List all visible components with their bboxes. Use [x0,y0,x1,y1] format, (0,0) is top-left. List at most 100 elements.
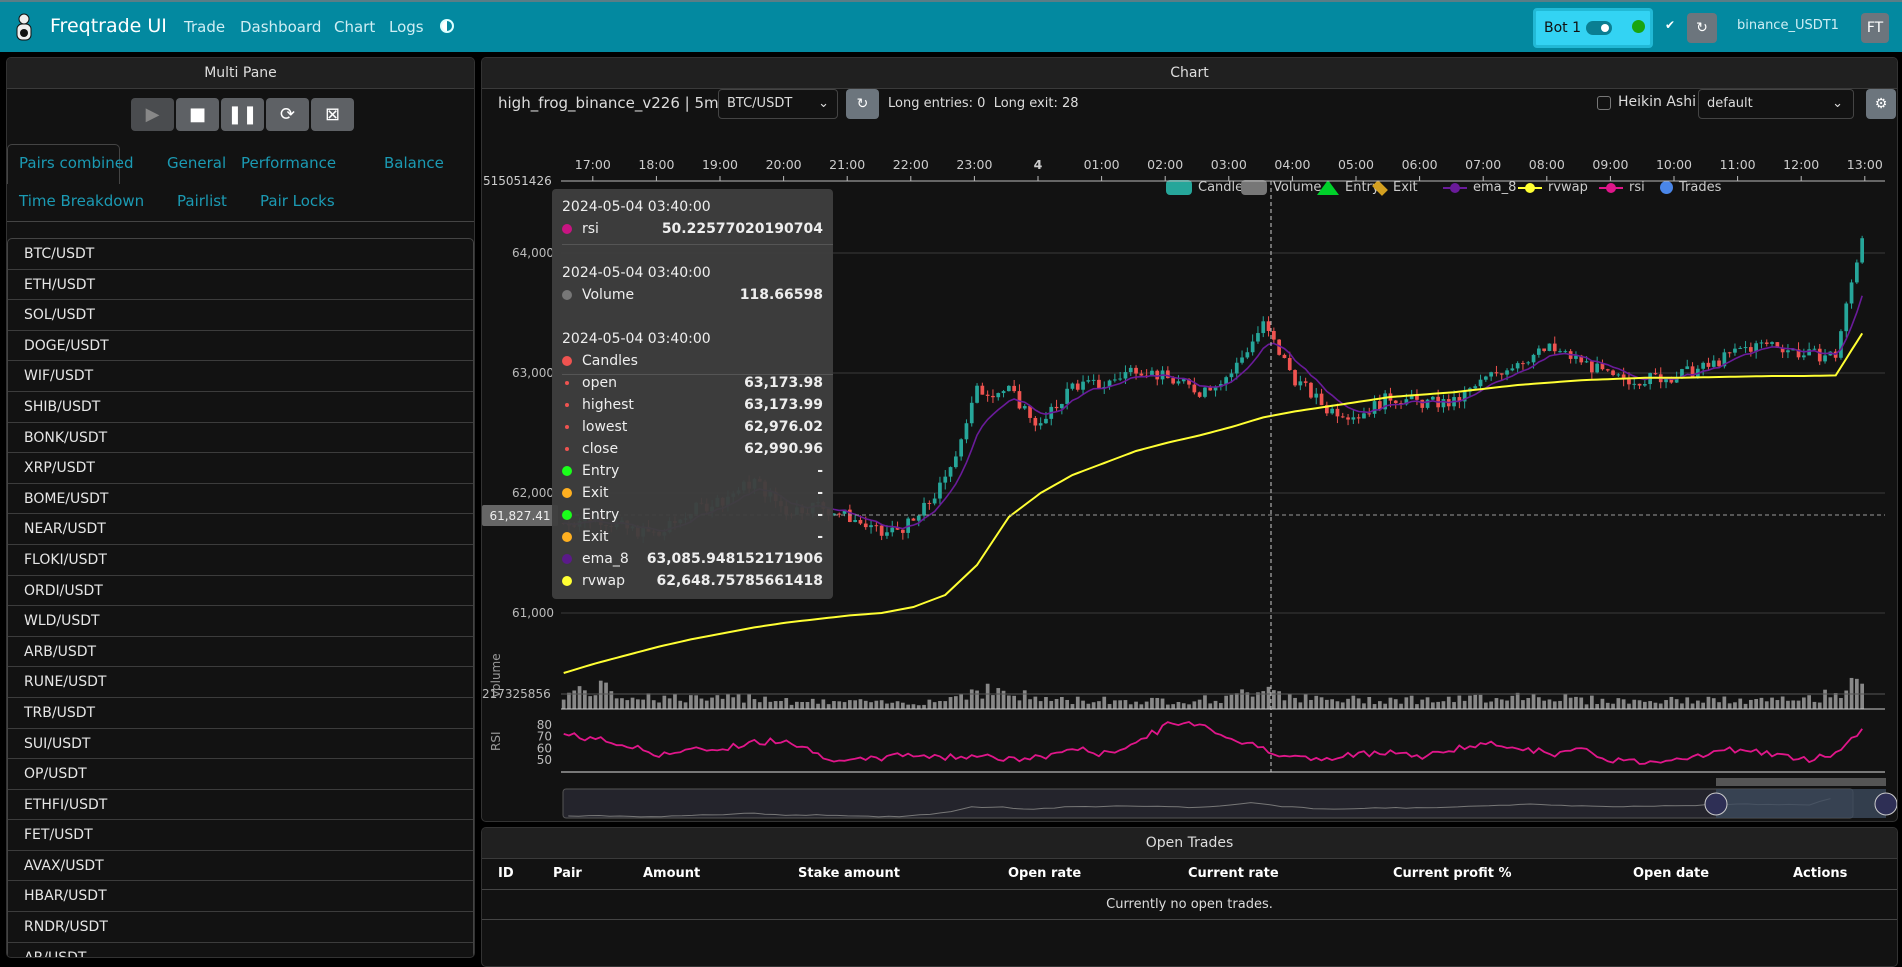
volume-bar [620,698,624,709]
data-zoom-handle[interactable] [1704,792,1728,816]
plot-config-select[interactable]: default ⌄ [1698,89,1854,119]
pair-list-item[interactable]: RNDR/USDT [8,912,473,943]
pair-list-item[interactable]: DOGE/USDT [8,331,473,362]
pair-list-item[interactable]: BOME/USDT [8,484,473,515]
pair-list-item[interactable]: SHIB/USDT [8,392,473,423]
legend-item[interactable]: rsi [1599,180,1645,195]
column-header[interactable]: ID [482,859,537,890]
candle [1775,342,1780,348]
pair-list-item[interactable]: RUNE/USDT [8,667,473,698]
pair-list-item[interactable]: WIF/USDT [8,361,473,392]
volume-bar [741,702,746,709]
pair-list-item[interactable]: FET/USDT [8,820,473,851]
volume-bar [837,701,842,709]
legend-item[interactable]: Entry [1317,180,1380,195]
exchange-label: binance_USDT1 [1737,18,1839,33]
pair-list-item[interactable]: WLD/USDT [8,606,473,637]
candle [1377,401,1382,410]
refresh-icon[interactable]: ↻ [1687,13,1717,43]
column-header[interactable]: Open rate [992,859,1172,890]
tab-performance[interactable]: Performance [241,154,337,172]
pair-list-item[interactable]: SOL/USDT [8,300,473,331]
legend-item[interactable]: Candles [1166,180,1250,195]
rsi-tick-label: 50 [537,753,552,767]
volume-bar [1388,697,1393,709]
candle [948,467,953,477]
heikin-ashi-checkbox[interactable] [1597,96,1611,110]
nav-trade[interactable]: Trade [184,18,226,36]
pair-list-item[interactable]: ETH/USDT [8,270,473,301]
user-avatar[interactable]: FT [1861,13,1889,43]
column-header[interactable]: Current profit % [1377,859,1617,890]
candle [1664,377,1668,383]
candle [1515,363,1520,369]
candle [1393,400,1398,404]
volume-bar [1012,695,1017,709]
volume-bar [1627,703,1631,709]
pair-list-item[interactable]: TRB/USDT [8,698,473,729]
force-exit-button[interactable]: ⊠ [311,98,354,131]
theme-toggle-icon[interactable] [440,19,454,33]
volume-bar [821,699,826,709]
stop-button[interactable]: ■ [176,98,219,131]
nav-dashboard[interactable]: Dashboard [240,18,322,36]
candle [1499,373,1504,375]
legend-item[interactable]: Trades [1660,180,1721,195]
volume-bar [726,694,730,709]
tab-pairlist[interactable]: Pairlist [177,192,227,210]
volume-bar [1314,695,1319,709]
price-chart[interactable]: 17:00 18:00 19:00 20:00 21:00 22:00 23:00 4 01:0… [482,58,1898,822]
pair-list-item[interactable]: XRP/USDT [8,453,473,484]
nav-logs[interactable]: Logs [389,18,424,36]
pair-list-item[interactable]: ARB/USDT [8,637,473,668]
legend-item[interactable]: Exit [1372,179,1418,196]
pair-list-item[interactable]: OP/USDT [8,759,473,790]
time-tick-label: 22:00 [893,157,929,172]
pair-list-item[interactable]: FLOKI/USDT [8,545,473,576]
pair-select[interactable]: BTC/USDT ⌄ [718,89,838,119]
pair-list-item[interactable]: ORDI/USDT [8,576,473,607]
volume-bar [922,704,926,709]
pair-list-item[interactable]: BONK/USDT [8,423,473,454]
column-header[interactable]: Stake amount [782,859,992,890]
settings-gear-icon[interactable]: ⚙ [1866,89,1896,119]
column-header[interactable]: Actions [1777,859,1897,890]
time-tick-label: 4 [1034,157,1043,172]
volume-bar [1621,699,1626,709]
pair-list-item[interactable]: ETHFI/USDT [8,790,473,821]
legend-item[interactable]: Volume [1241,180,1321,195]
pair-list-item[interactable]: AR/USDT [8,943,473,957]
tab-balance[interactable]: Balance [384,154,444,172]
column-header[interactable]: Open date [1617,859,1777,890]
time-tick-label: 10:00 [1656,157,1692,172]
signal-value: - [817,463,823,479]
data-zoom-handle[interactable] [1874,792,1897,816]
pair-list-item[interactable]: BTC/USDT [8,239,473,270]
legend-item[interactable]: ema_8 [1443,180,1516,195]
column-header[interactable]: Current rate [1172,859,1377,890]
tab-time-breakdown[interactable]: Time Breakdown [19,192,145,210]
tab-pairs-combined[interactable]: Pairs combined [19,154,134,172]
price-tick-label: 64,000 [512,246,554,260]
reload-button[interactable]: ⟳ [266,98,309,131]
candle [1245,352,1250,358]
bot-selector[interactable]: Bot 1 [1533,8,1653,48]
pair-list-item[interactable]: NEAR/USDT [8,514,473,545]
nav-chart[interactable]: Chart [334,18,376,36]
brand-title[interactable]: Freqtrade UI [50,15,167,37]
tab-pair-locks[interactable]: Pair Locks [260,192,335,210]
pair-list-item[interactable]: HBAR/USDT [8,881,473,913]
data-zoom-preview [568,798,1831,818]
column-header[interactable]: Amount [627,859,782,890]
pair-list-item[interactable]: AVAX/USDT [8,851,473,882]
bot-toggle[interactable] [1586,21,1612,35]
tooltip-ohlc-row: highest 63,173.99 [562,395,823,415]
volume-bar [1436,701,1441,709]
legend-item[interactable]: rvwap [1518,180,1588,195]
start-button[interactable]: ▶ [131,98,174,131]
column-header[interactable]: Pair [537,859,627,890]
tab-general[interactable]: General [167,154,227,172]
refresh-chart-button[interactable]: ↻ [846,89,879,119]
pair-list-item[interactable]: SUI/USDT [8,729,473,760]
pause-button[interactable]: ❚❚ [221,98,264,131]
